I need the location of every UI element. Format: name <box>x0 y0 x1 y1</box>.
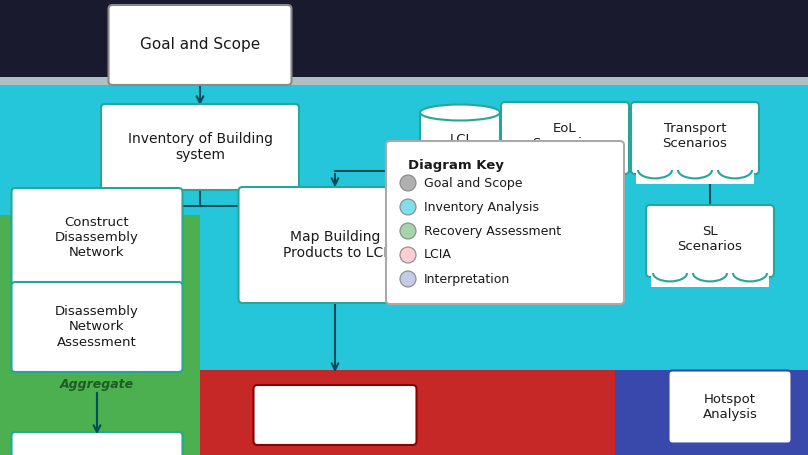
Bar <box>506 170 624 184</box>
Text: Construct
Disassembly
Network: Construct Disassembly Network <box>55 216 139 258</box>
FancyBboxPatch shape <box>238 187 431 303</box>
Text: Inventory Analysis: Inventory Analysis <box>424 201 539 213</box>
Circle shape <box>400 199 416 215</box>
Bar <box>0 77 808 85</box>
Bar <box>636 170 754 184</box>
Bar <box>651 273 769 287</box>
Text: SL
Scenarios: SL Scenarios <box>678 225 743 253</box>
Text: Aggregate: Aggregate <box>60 378 134 391</box>
FancyBboxPatch shape <box>668 370 792 444</box>
Circle shape <box>400 223 416 239</box>
Bar <box>420 112 500 182</box>
Circle shape <box>400 247 416 263</box>
FancyBboxPatch shape <box>631 102 759 174</box>
Bar <box>0 0 808 85</box>
FancyBboxPatch shape <box>108 5 292 85</box>
Text: Hotspot
Analysis: Hotspot Analysis <box>703 393 757 421</box>
Bar <box>615 370 808 455</box>
FancyBboxPatch shape <box>386 141 624 304</box>
Text: Map Building
Products to LCI: Map Building Products to LCI <box>283 230 387 260</box>
Text: Diagram Key: Diagram Key <box>408 159 504 172</box>
Text: Transport
Scenarios: Transport Scenarios <box>663 122 727 150</box>
Text: Goal and Scope: Goal and Scope <box>424 177 523 189</box>
Bar <box>200 370 615 455</box>
Bar <box>0 80 808 455</box>
Text: Interpretation: Interpretation <box>424 273 510 285</box>
Ellipse shape <box>420 105 500 121</box>
Text: LCI
Database: LCI Database <box>428 133 492 161</box>
Circle shape <box>400 175 416 191</box>
Circle shape <box>400 271 416 287</box>
Text: Recovery Assessment: Recovery Assessment <box>424 224 561 238</box>
Text: LCIA: LCIA <box>424 248 452 262</box>
FancyBboxPatch shape <box>101 104 299 190</box>
FancyBboxPatch shape <box>501 102 629 174</box>
FancyBboxPatch shape <box>11 282 183 372</box>
Text: EoL
Scenarios: EoL Scenarios <box>532 122 597 150</box>
FancyBboxPatch shape <box>646 205 774 277</box>
Ellipse shape <box>420 173 500 189</box>
Text: Inventory of Building
system: Inventory of Building system <box>128 132 272 162</box>
FancyBboxPatch shape <box>254 385 416 445</box>
Text: Disassembly
Network
Assessment: Disassembly Network Assessment <box>55 305 139 349</box>
Text: Goal and Scope: Goal and Scope <box>140 37 260 52</box>
FancyBboxPatch shape <box>11 432 183 455</box>
Bar <box>0 215 200 455</box>
Bar <box>419 173 501 182</box>
FancyBboxPatch shape <box>11 188 183 286</box>
